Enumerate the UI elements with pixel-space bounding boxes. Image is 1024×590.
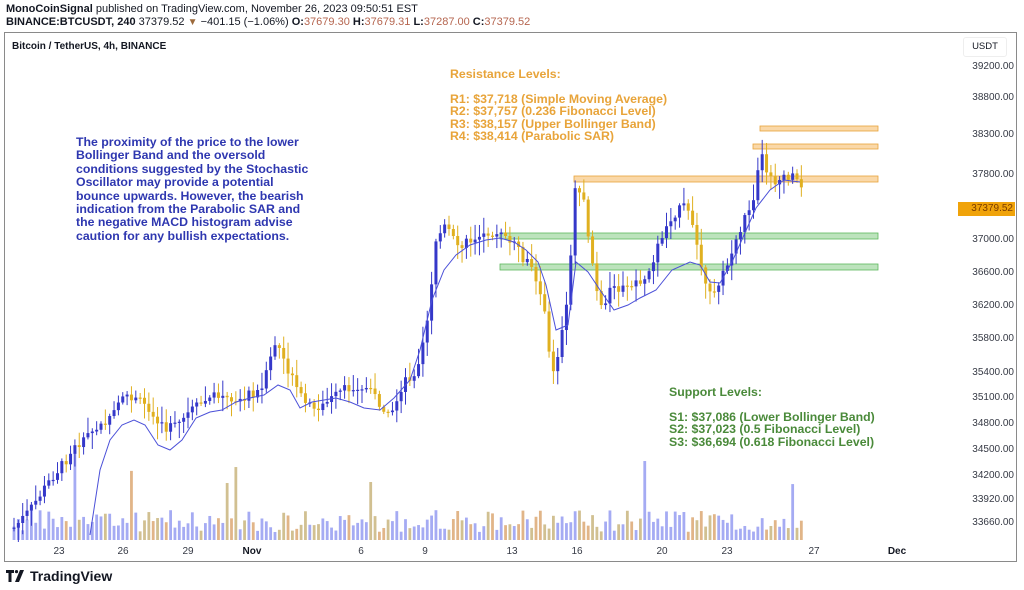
time-axis-label: 9 [422,546,428,557]
publisher-name: MonoCoinSignal [6,3,93,15]
resistance-item: R1: $37,718 (Simple Moving Average) [450,91,668,106]
time-axis-label: Nov [242,546,262,557]
price-axis-label: 34500.00 [972,444,1014,455]
brand-name: TradingView [30,568,113,584]
resistance-title: Resistance Levels: [450,67,561,81]
symbol: BINANCE:BTCUSDT, 240 [6,16,136,28]
price-axis-label: 38300.00 [972,129,1014,140]
price-axis-label: 39200.00 [972,61,1014,72]
time-axis-label: 16 [571,546,583,557]
price-axis-label: 35400.00 [972,367,1014,378]
close-value: 37379.52 [484,16,531,28]
time-axis-label: 23 [721,546,733,557]
last-price: 37379.52 [138,16,185,28]
support-title: Support Levels: [669,385,762,399]
publish-info: MonoCoinSignal published on TradingView.… [6,3,418,15]
resistance-item: R4: $38,414 (Parabolic SAR) [450,129,615,144]
tradingview-logo-icon [6,570,24,582]
low-value: 37287.00 [423,16,470,28]
chart-title: Bitcoin / TetherUS, 4h, BINANCE [12,41,167,52]
time-axis-label: 27 [808,546,820,557]
level-zones [499,125,879,271]
tradingview-brand[interactable]: TradingView [6,568,112,584]
volume-bars [12,451,803,540]
price-axis-label: 34800.00 [972,418,1014,429]
resistance-item: R2: $37,757 (0.236 Fibonacci Level) [450,104,656,119]
time-axis-label: Dec [887,546,907,557]
support-item: S2: $37,023 (0.5 Fibonacci Level) [669,422,861,437]
price-axis-label: 35800.00 [972,333,1014,344]
price-axis-label: 38800.00 [972,92,1014,103]
current-price-tag: 37379.52 [958,202,1015,216]
price-axis-label: 34200.00 [972,470,1014,481]
high-label: H: [352,16,365,28]
time-axis-label: 20 [656,546,668,557]
currency-button[interactable]: USDT [963,37,1007,57]
close-label: C: [472,16,485,28]
open-label: O: [291,16,304,28]
low-label: L: [413,16,424,28]
support-item: S3: $36,694 (0.618 Fibonacci Level) [669,434,875,449]
price-axis-label: 36600.00 [972,267,1014,278]
price-axis-label: 33920.00 [972,494,1014,505]
published-text: published on TradingView.com, November 2… [95,3,418,15]
price-change: −401.15 (−1.06%) [200,16,289,28]
price-axis-label: 37000.00 [972,234,1014,245]
ticker-line: BINANCE:BTCUSDT, 240 37379.52 ▼ −401.15 … [6,16,530,28]
chart-frame[interactable] [4,32,1017,562]
time-axis-label: 6 [358,546,364,557]
resistance-levels: Resistance Levels: R1: $37,718 (Simple M… [450,68,667,143]
price-axis-label: 33660.00 [972,517,1014,528]
support-levels: Support Levels: S1: $37,086 (Lower Bolli… [669,386,875,448]
price-axis-label: 35100.00 [972,392,1014,403]
time-axis-label: 29 [182,546,194,557]
support-item: S1: $37,086 (Lower Bollinger Band) [669,409,875,424]
price-axis-label: 36200.00 [972,300,1014,311]
time-axis-label: 13 [506,546,518,557]
moving-average-line [89,179,801,536]
high-value: 37679.31 [364,16,411,28]
analysis-note: The proximity of the price to the lower … [76,135,309,243]
time-axis-label: 26 [117,546,129,557]
open-value: 37679.30 [303,16,350,28]
resistance-item: R3: $38,157 (Upper Bollinger Band) [450,116,656,131]
down-arrow-icon: ▼ [187,17,198,28]
price-axis-label: 37800.00 [972,169,1014,180]
time-axis-label: 23 [53,546,65,557]
